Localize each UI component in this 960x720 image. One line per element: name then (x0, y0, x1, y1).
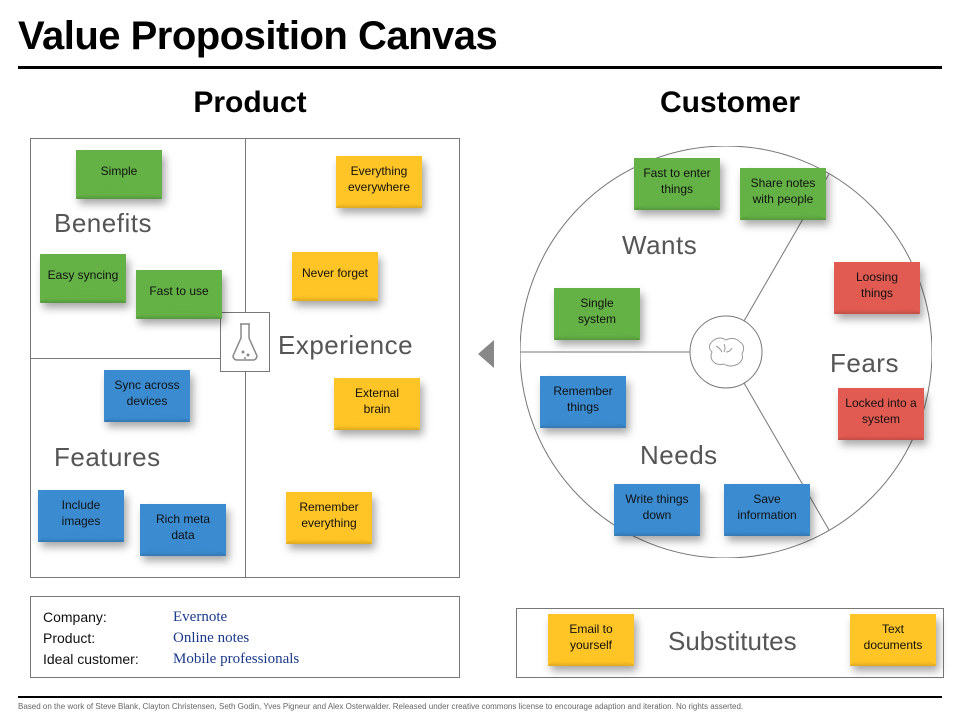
sticky-note: Everything everywhere (336, 156, 422, 207)
sticky-note: Text documents (850, 614, 936, 665)
info-value: Online notes (173, 630, 249, 647)
sticky-note: Fast to use (136, 270, 222, 318)
sticky-note: Simple (76, 150, 162, 198)
title-rule (18, 66, 942, 69)
arrow-icon (478, 340, 494, 368)
sticky-note: External brain (334, 378, 420, 429)
flask-icon (229, 320, 261, 364)
info-row-product: Product: Online notes (43, 630, 447, 647)
section-label-experience: Experience (278, 330, 413, 361)
footer-rule (18, 696, 942, 698)
sticky-note: Write things down (614, 484, 700, 535)
section-label-substitutes: Substitutes (668, 626, 797, 657)
info-label: Ideal customer: (43, 651, 173, 668)
sticky-note: Single system (554, 288, 640, 339)
section-label-wants: Wants (622, 230, 697, 261)
info-value: Mobile professionals (173, 651, 299, 668)
info-label: Product: (43, 630, 173, 647)
sticky-note: Share notes with people (740, 168, 826, 219)
info-value: Evernote (173, 609, 227, 626)
page-title: Value Proposition Canvas (18, 14, 497, 59)
sticky-note: Include images (38, 490, 124, 541)
product-divider-horizontal (30, 358, 245, 359)
sticky-note: Sync across devices (104, 370, 190, 421)
section-label-features: Features (54, 442, 161, 473)
info-label: Company: (43, 609, 173, 626)
flask-icon-box (220, 312, 270, 372)
sticky-note: Save information (724, 484, 810, 535)
info-row-company: Company: Evernote (43, 609, 447, 626)
sticky-note: Never forget (292, 252, 378, 300)
sticky-note: Fast to enter things (634, 158, 720, 209)
sticky-note: Easy syncing (40, 254, 126, 302)
info-box: Company: Evernote Product: Online notes … (30, 596, 460, 678)
sticky-note: Remember things (540, 376, 626, 427)
sticky-note: Loosing things (834, 262, 920, 313)
info-row-customer: Ideal customer: Mobile professionals (43, 651, 447, 668)
section-label-benefits: Benefits (54, 208, 152, 239)
column-header-product: Product (150, 86, 350, 120)
sticky-note: Locked into a system (838, 388, 924, 439)
credits-text: Based on the work of Steve Blank, Clayto… (18, 702, 743, 711)
section-label-needs: Needs (640, 440, 718, 471)
column-header-customer: Customer (620, 86, 840, 120)
sticky-note: Rich meta data (140, 504, 226, 555)
sticky-note: Remember everything (286, 492, 372, 543)
sticky-note: Email to yourself (548, 614, 634, 665)
section-label-fears: Fears (830, 348, 899, 379)
